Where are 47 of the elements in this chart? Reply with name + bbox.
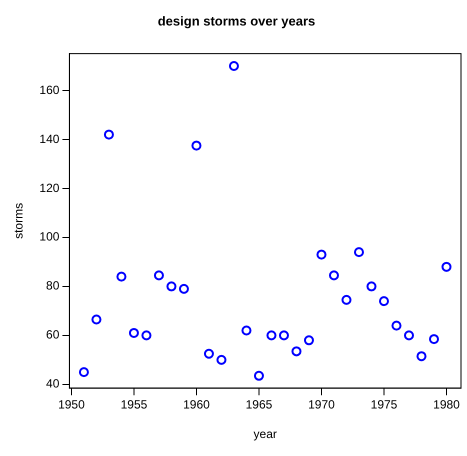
point <box>216 354 226 365</box>
point <box>391 320 402 331</box>
point <box>328 270 339 280</box>
point <box>304 335 314 346</box>
point <box>78 367 89 378</box>
x-tick-label: 1950 <box>58 398 86 412</box>
point <box>154 270 164 280</box>
point <box>116 272 126 282</box>
point <box>341 294 352 305</box>
y-tick-label: 60 <box>46 328 60 342</box>
x-tick-label: 1965 <box>246 398 273 412</box>
y-axis-title: storms <box>12 202 26 239</box>
point <box>191 140 202 151</box>
point <box>441 262 452 272</box>
point <box>228 60 239 71</box>
point <box>366 281 376 292</box>
x-tick-label: 1975 <box>370 398 398 412</box>
point <box>404 330 414 340</box>
y-tick-label: 100 <box>39 230 60 244</box>
point <box>204 348 214 359</box>
point <box>141 330 152 340</box>
y-tick-label: 160 <box>39 82 60 97</box>
point <box>178 284 189 294</box>
x-tick-label: 1960 <box>183 398 210 412</box>
point <box>278 330 289 340</box>
y-tick-label: 40 <box>46 376 60 391</box>
point <box>91 314 102 324</box>
point <box>104 130 114 140</box>
x-tick-label: 1970 <box>308 398 336 412</box>
point <box>416 351 426 362</box>
point <box>266 330 276 340</box>
y-tick-label: 120 <box>39 180 60 195</box>
y-tick-label: 80 <box>46 278 60 293</box>
point <box>428 334 439 344</box>
point <box>166 281 176 292</box>
x-axis-title: year <box>254 427 277 442</box>
x-tick-label: 1955 <box>120 398 148 412</box>
point <box>354 247 364 258</box>
point <box>254 370 264 381</box>
point <box>291 346 302 356</box>
y-tick-label: 140 <box>39 132 60 146</box>
point <box>378 296 389 306</box>
chart-title: design storms over years <box>158 13 316 28</box>
x-tick-label: 1980 <box>433 398 460 412</box>
point <box>241 326 252 336</box>
point <box>316 250 326 260</box>
point <box>128 328 139 338</box>
